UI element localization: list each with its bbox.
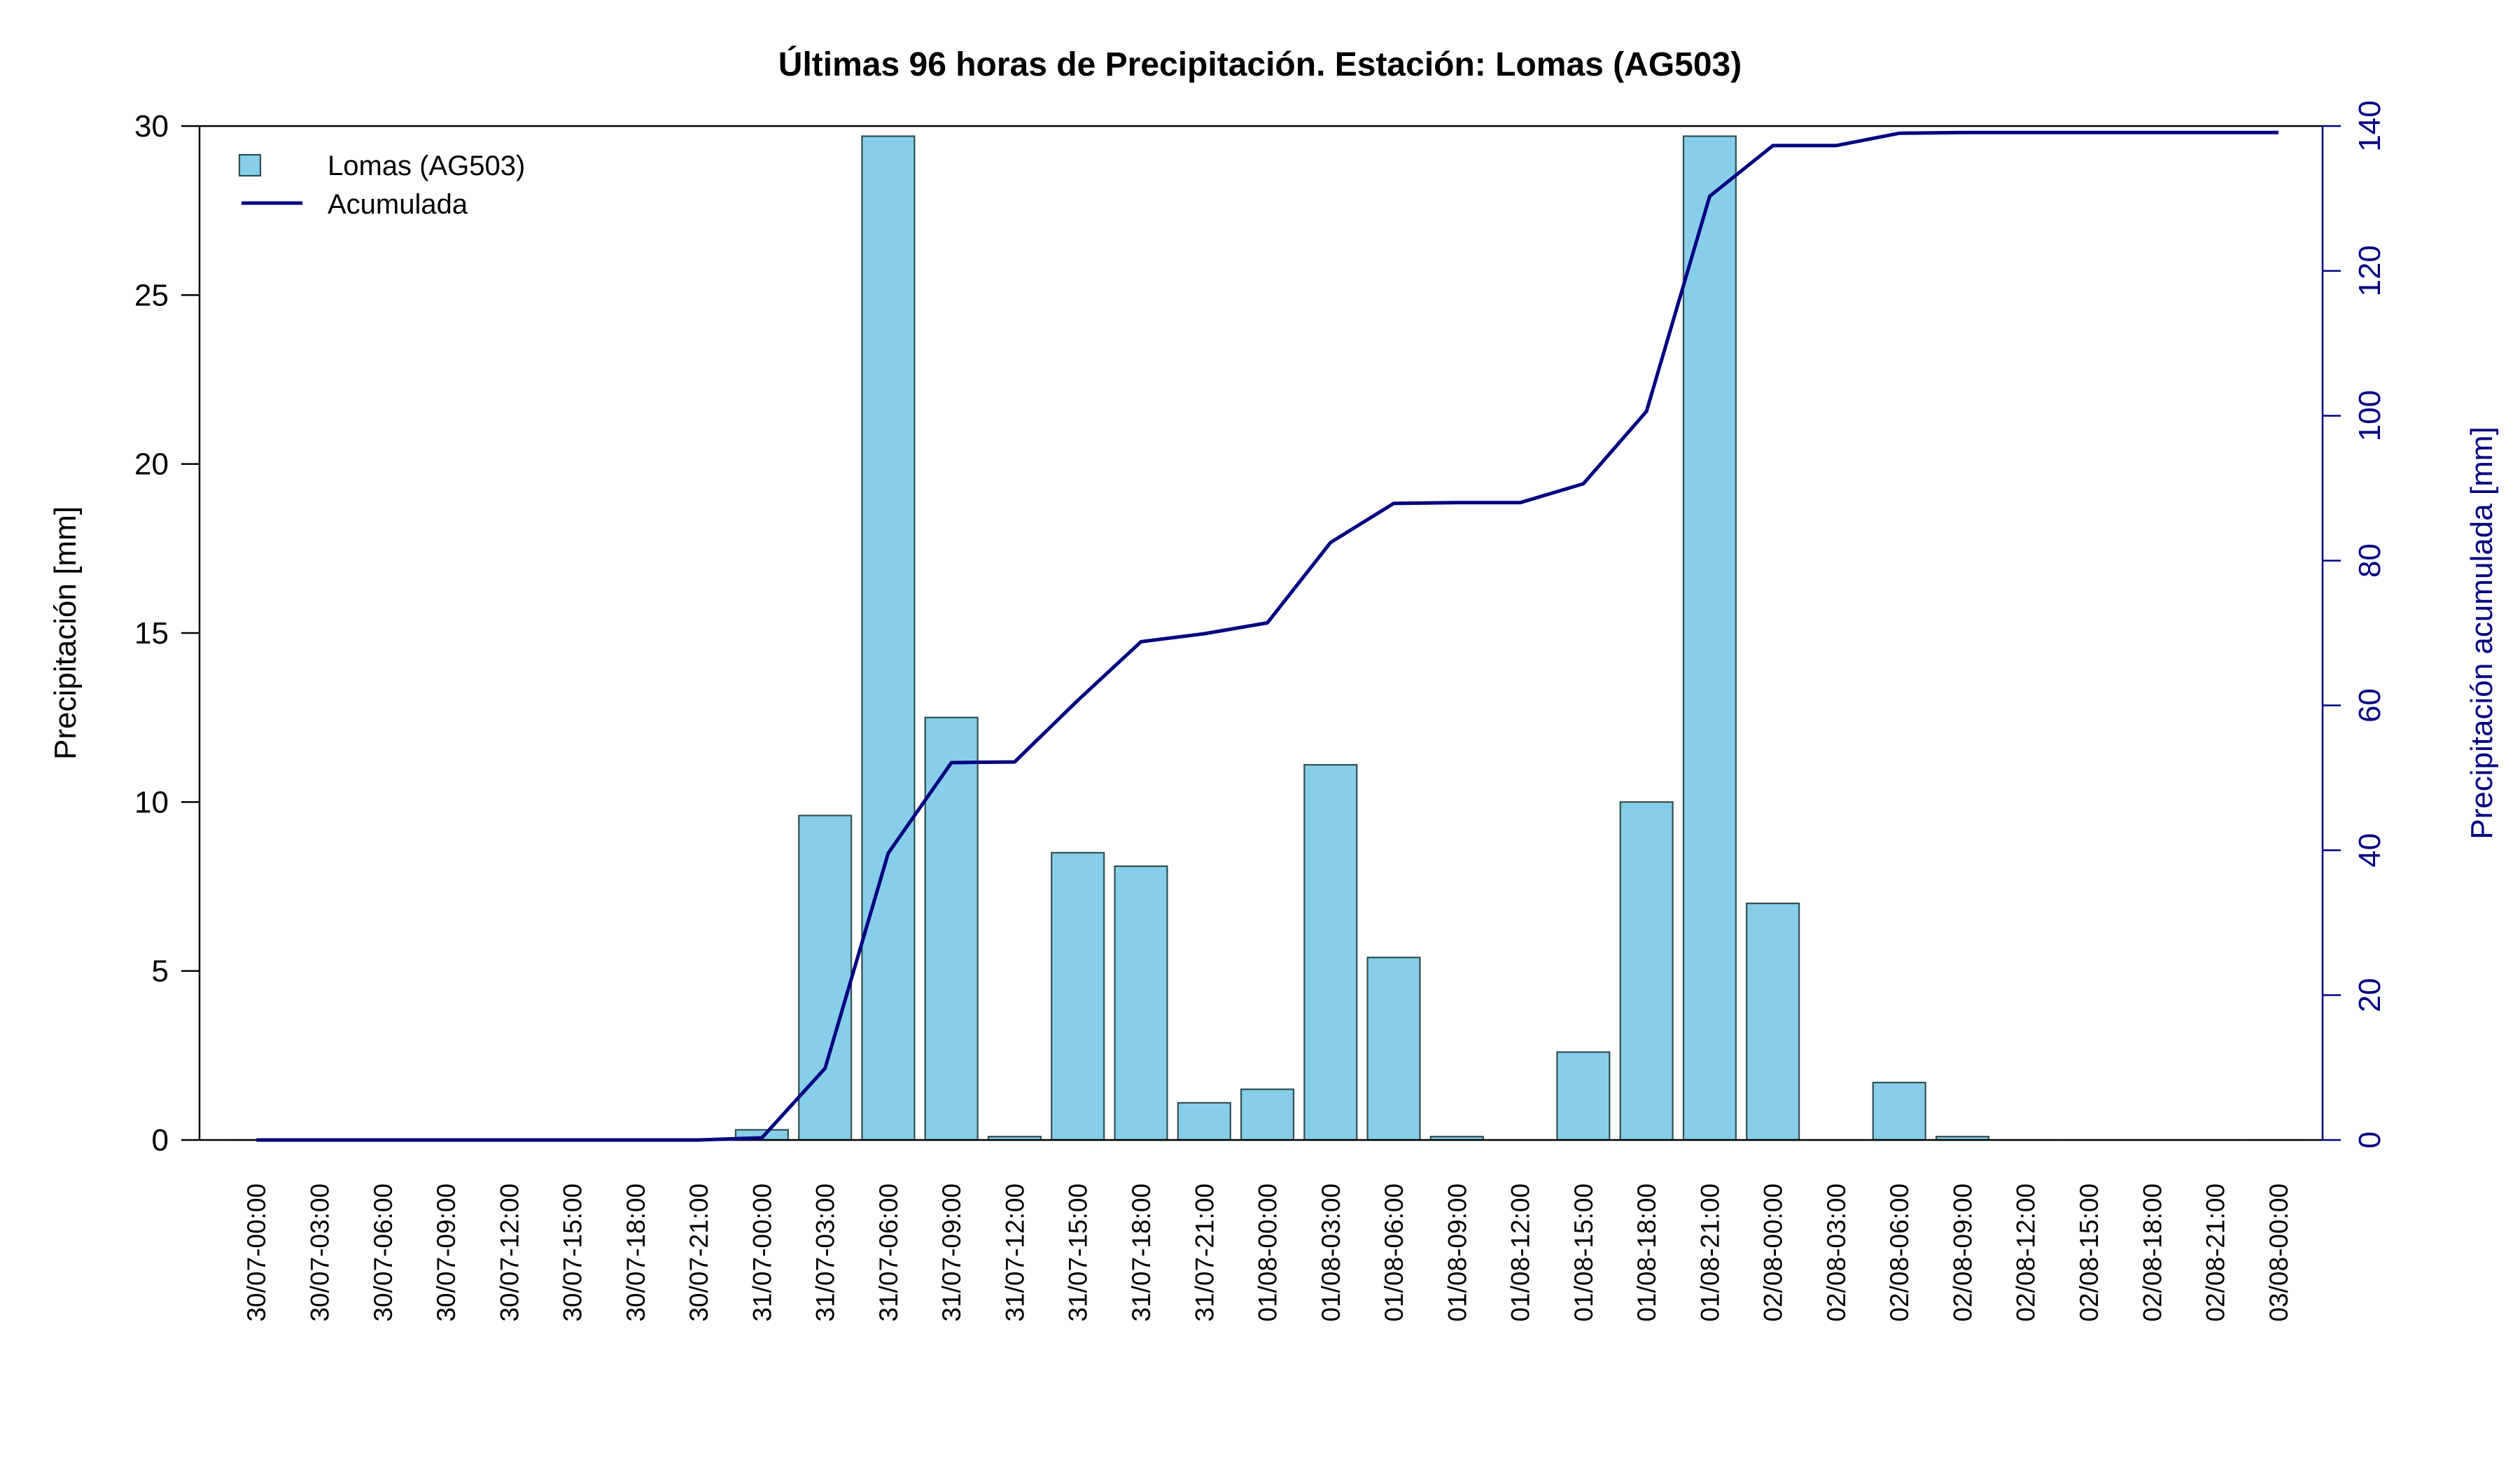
cumulative-point	[446, 1140, 447, 1141]
precip-bar	[1051, 853, 1104, 1140]
precip-bar	[799, 816, 851, 1140]
precip-bar	[925, 718, 978, 1140]
cumulative-point	[572, 1140, 573, 1141]
legend-swatch-bar	[239, 155, 260, 176]
x-tick-label: 01/08-03:00	[1317, 1183, 1345, 1322]
precip-bar	[1684, 136, 1736, 1140]
left-tick-label: 30	[134, 109, 169, 144]
x-tick-label: 02/08-09:00	[1948, 1183, 1977, 1322]
x-tick-label: 01/08-12:00	[1506, 1183, 1535, 1322]
chart-title: Últimas 96 horas de Precipitación. Estac…	[778, 45, 1742, 83]
x-tick-label: 01/08-00:00	[1254, 1183, 1282, 1322]
x-tick-label: 31/07-00:00	[748, 1183, 776, 1322]
x-tick-label: 30/07-06:00	[369, 1183, 398, 1322]
left-tick-label: 5	[152, 954, 169, 989]
left-tick-label: 10	[134, 785, 169, 819]
x-tick-label: 01/08-18:00	[1632, 1183, 1661, 1322]
right-tick-label: 80	[2353, 543, 2387, 578]
precip-bar	[1115, 866, 1168, 1140]
x-tick-label: 03/08-00:00	[2264, 1183, 2293, 1322]
x-tick-label: 31/07-15:00	[1064, 1183, 1093, 1322]
cumulative-line	[256, 132, 2278, 1140]
line-group	[256, 132, 2279, 1141]
left-tick-label: 20	[134, 447, 169, 482]
cumulative-point	[1962, 132, 1963, 133]
x-tick-label: 02/08-21:00	[2202, 1183, 2230, 1322]
x-tick-label: 01/08-09:00	[1443, 1183, 1471, 1322]
cumulative-point	[319, 1140, 320, 1141]
x-tick-label: 02/08-00:00	[1759, 1183, 1788, 1322]
x-tick-label: 30/07-12:00	[495, 1183, 524, 1322]
x-tick-label: 02/08-18:00	[2138, 1183, 2166, 1322]
cumulative-point	[1772, 145, 1773, 146]
cumulative-point	[1835, 145, 1836, 146]
cumulative-point	[2025, 132, 2026, 133]
right-tick-label: 140	[2353, 100, 2387, 151]
x-tick-label: 30/07-00:00	[242, 1183, 271, 1322]
x-tick-label: 30/07-21:00	[685, 1183, 713, 1322]
legend-label-bar: Lomas (AG503)	[328, 151, 525, 181]
right-tick-label: 100	[2353, 390, 2387, 441]
x-tick-label: 30/07-15:00	[559, 1183, 587, 1322]
x-tick-label: 01/08-21:00	[1695, 1183, 1724, 1322]
cumulative-point	[1140, 641, 1141, 642]
x-tick-label: 31/07-21:00	[1190, 1183, 1219, 1322]
left-tick-label: 25	[134, 278, 169, 312]
cumulative-point	[256, 1140, 257, 1141]
y2-axis-title: Precipitación acumulada [mm]	[2465, 426, 2499, 839]
y-axis-title: Precipitación [mm]	[48, 506, 83, 760]
right-tick-label: 0	[2353, 1132, 2387, 1148]
x-tick-label: 01/08-06:00	[1380, 1183, 1408, 1322]
cumulative-point	[509, 1140, 510, 1141]
precip-bar	[1873, 1083, 1926, 1140]
precip-bar	[1368, 957, 1420, 1140]
precip-bar	[1557, 1052, 1609, 1140]
left-tick-label: 15	[134, 616, 169, 651]
precip-bar	[1241, 1090, 1294, 1140]
x-tick-label: 02/08-03:00	[1822, 1183, 1851, 1322]
precip-bar	[1746, 903, 1799, 1140]
x-tick-label: 30/07-03:00	[306, 1183, 335, 1322]
x-tick-label: 31/07-03:00	[811, 1183, 840, 1322]
cumulative-point	[635, 1140, 636, 1141]
bars-group	[230, 136, 2304, 1140]
x-tick-label: 31/07-18:00	[1127, 1183, 1156, 1322]
x-tick-label: 30/07-09:00	[432, 1183, 461, 1322]
cumulative-point	[1709, 196, 1710, 197]
cumulative-point	[1899, 133, 1900, 134]
right-tick-label: 60	[2353, 688, 2387, 723]
cumulative-point	[1646, 411, 1647, 412]
x-tick-label: 31/07-06:00	[874, 1183, 903, 1322]
x-tick-label: 31/07-09:00	[937, 1183, 966, 1322]
x-tick-label: 31/07-12:00	[1000, 1183, 1029, 1322]
cumulative-point	[2215, 132, 2216, 133]
precip-bar	[862, 136, 914, 1140]
precip-bar	[1304, 765, 1357, 1140]
x-tick-label: 02/08-15:00	[2075, 1183, 2104, 1322]
cumulative-point	[382, 1140, 383, 1141]
right-tick-label: 120	[2353, 245, 2387, 296]
precip-bar	[1620, 802, 1673, 1140]
legend-label-line: Acumulada	[328, 189, 468, 220]
cumulative-point	[1014, 762, 1015, 763]
right-tick-label: 40	[2353, 833, 2387, 868]
legend: Lomas (AG503) Acumulada	[239, 151, 525, 220]
right-tick-label: 20	[2353, 978, 2387, 1013]
x-tick-label: 01/08-15:00	[1569, 1183, 1598, 1322]
cumulative-point	[1330, 542, 1331, 543]
cumulative-point	[1077, 700, 1078, 701]
x-tick-label: 02/08-12:00	[2012, 1183, 2040, 1322]
x-tick-label: 30/07-18:00	[622, 1183, 650, 1322]
cumulative-point	[2089, 132, 2090, 133]
precip-bar	[1178, 1103, 1231, 1140]
left-tick-label: 0	[152, 1123, 169, 1157]
x-tick-label: 02/08-06:00	[1885, 1183, 1914, 1322]
